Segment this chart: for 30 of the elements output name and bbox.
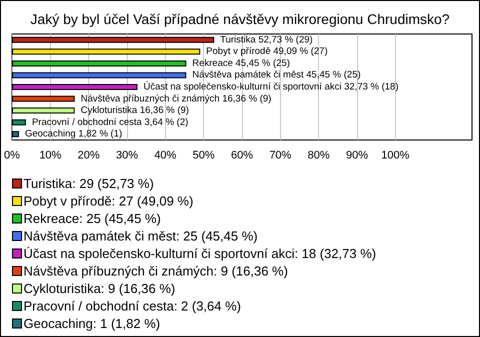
x-tick-label: 10% — [39, 150, 62, 162]
data-label: Pracovní / obchodní cesta 3,64 % (2) — [32, 116, 188, 128]
legend-label: Pobyt v přírodě: 27 (49,09 %) — [24, 194, 194, 208]
x-tick-label: 80% — [308, 150, 330, 162]
x-tick-label: 60% — [230, 150, 254, 162]
legend-label: Účast na společensko-kulturní či sportovní akci: 18 (32,73 %) — [24, 246, 376, 261]
legend-label: Turistika: 29 (52,73 %) — [24, 176, 154, 191]
data-label: Návštěva památek či měst 45,45 % (25) — [192, 70, 361, 81]
data-label: Geocaching 1,82 % (1) — [24, 128, 122, 140]
x-tick-label: 0% — [4, 150, 20, 162]
x-tick-label: 90% — [346, 150, 368, 162]
x-tick-label: 100% — [381, 150, 410, 162]
legend-label: Pracovní / obchodní cesta: 2 (3,64 %) — [24, 298, 242, 314]
data-label: Účast na společensko-kulturní či sportovní akci 32,73 % (18) — [143, 80, 399, 92]
legend-label: Cykloturistika: 9 (16,36 %) — [24, 281, 176, 296]
data-label: Turistika 52,73 % (29) — [220, 34, 313, 46]
x-tick-label: 70% — [269, 150, 292, 162]
legend-label: Geocaching: 1 (1,82 %) — [24, 316, 160, 331]
legend-label: Rekreace: 25 (45,45 %) — [24, 211, 161, 226]
data-label: Návštěva příbuzných či známých 16,36 % (9) — [80, 93, 272, 104]
chart-title: Jaký by byl účel Vaší případné návštěvy mikroregionu Chrudimsko? — [30, 11, 450, 27]
data-label: Rekreace 45,45 % (25) — [192, 58, 290, 69]
legend-label: Návštěva památek či měst: 25 (45,45 %) — [24, 228, 258, 244]
data-label: Pobyt v přírodě 49,09 % (27) — [206, 46, 328, 58]
x-tick-label: 50% — [192, 150, 215, 162]
data-label: Cykloturistika 16,36 % (9) — [80, 105, 189, 116]
x-tick-label: 40% — [154, 150, 177, 162]
x-tick-label: 30% — [116, 150, 138, 162]
legend-label: Návštěva příbuzných či známých: 9 (16,36 %) — [24, 264, 288, 278]
x-tick-label: 20% — [78, 150, 100, 162]
